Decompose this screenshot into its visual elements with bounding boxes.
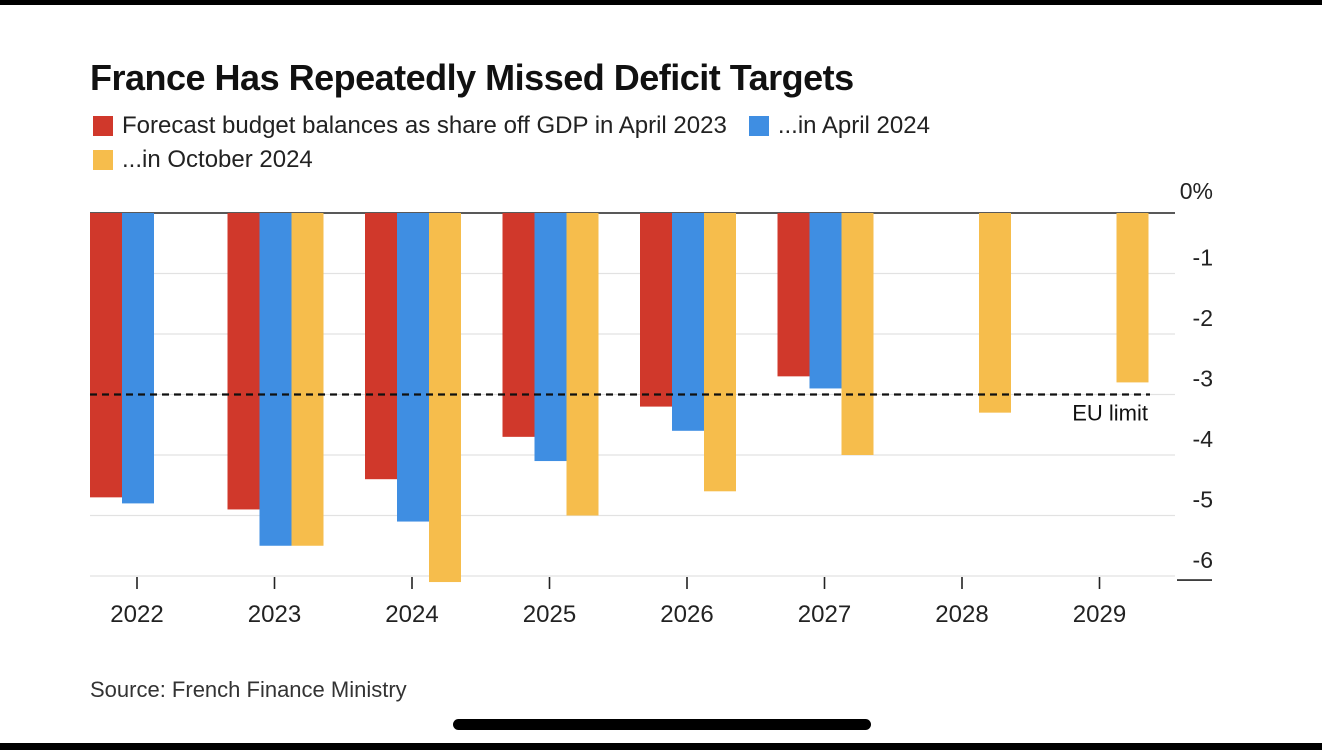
bar-2025-series-2: [534, 213, 567, 462]
legend-item-april-2024: ...in April 2024: [748, 112, 930, 140]
bar-2023-series-3: [291, 213, 324, 546]
x-tick-label: 2029: [1073, 601, 1126, 628]
bar-2026-series-2: [672, 213, 704, 431]
x-tick-label: 2022: [110, 601, 163, 628]
bar-2027-series-3: [841, 213, 874, 455]
y-tick-label: -3: [1193, 366, 1213, 392]
y-tick-label: -6: [1193, 547, 1213, 573]
legend-item-april-2023: Forecast budget balances as share off GD…: [93, 112, 727, 140]
bar-2027-series-2: [809, 213, 842, 389]
legend-label-october-2024: ...in October 2024: [122, 146, 313, 173]
bar-2025-series-1: [502, 213, 535, 437]
bar-2022-series-2: [122, 213, 154, 504]
legend-row: Forecast budget balances as share off GD…: [93, 109, 1093, 143]
home-indicator[interactable]: [453, 719, 871, 730]
legend-label-april-2023: Forecast budget balances as share off GD…: [122, 112, 727, 139]
legend-row: ...in October 2024: [93, 143, 1093, 177]
legend-item-october-2024: ...in October 2024: [93, 146, 313, 174]
x-tick-label: 2027: [798, 601, 851, 628]
bar-2026-series-3: [704, 213, 736, 492]
bar-2027-series-1: [777, 213, 810, 377]
x-tick-label: 2024: [385, 601, 438, 628]
bar-2029-series-3: [1116, 213, 1149, 383]
y-tick-label: -4: [1193, 426, 1214, 452]
source-note: Source: French Finance Ministry: [90, 677, 407, 702]
chart-title: France Has Repeatedly Missed Deficit Tar…: [90, 57, 854, 98]
chart-legend: Forecast budget balances as share off GD…: [93, 109, 1093, 177]
eu-limit-label: EU limit: [1072, 401, 1148, 426]
legend-label-april-2024: ...in April 2024: [777, 112, 930, 139]
x-tick-label: 2023: [248, 601, 301, 628]
bar-2023-series-1: [227, 213, 260, 510]
chart-plot: 0% -1 -2 -3 -4 -5 -6 EU limit 2022 2023 2024 2025 20…: [90, 178, 1214, 628]
bar-2026-series-1: [640, 213, 672, 407]
x-tick-label: 2028: [935, 601, 988, 628]
y-tick-label: -5: [1193, 487, 1213, 513]
x-tick-label: 2026: [660, 601, 713, 628]
legend-swatch-april-2024: [748, 116, 769, 136]
chart-frame: France Has Repeatedly Missed Deficit Tar…: [0, 5, 1322, 743]
y-tick-label: -2: [1193, 305, 1213, 331]
y-tick-label: -1: [1193, 245, 1213, 271]
bar-2023-series-2: [259, 213, 292, 546]
bar-2024-series-2: [397, 213, 429, 522]
legend-swatch-april-2023: [93, 116, 113, 136]
bar-2025-series-3: [566, 213, 599, 516]
legend-swatch-october-2024: [93, 150, 113, 170]
bar-2024-series-3: [429, 213, 461, 583]
y-tick-label: 0%: [1180, 178, 1213, 204]
bar-2024-series-1: [365, 213, 397, 480]
bar-2028-series-3: [979, 213, 1011, 413]
x-tick-label: 2025: [523, 601, 576, 628]
bar-2022-series-1: [90, 213, 122, 498]
